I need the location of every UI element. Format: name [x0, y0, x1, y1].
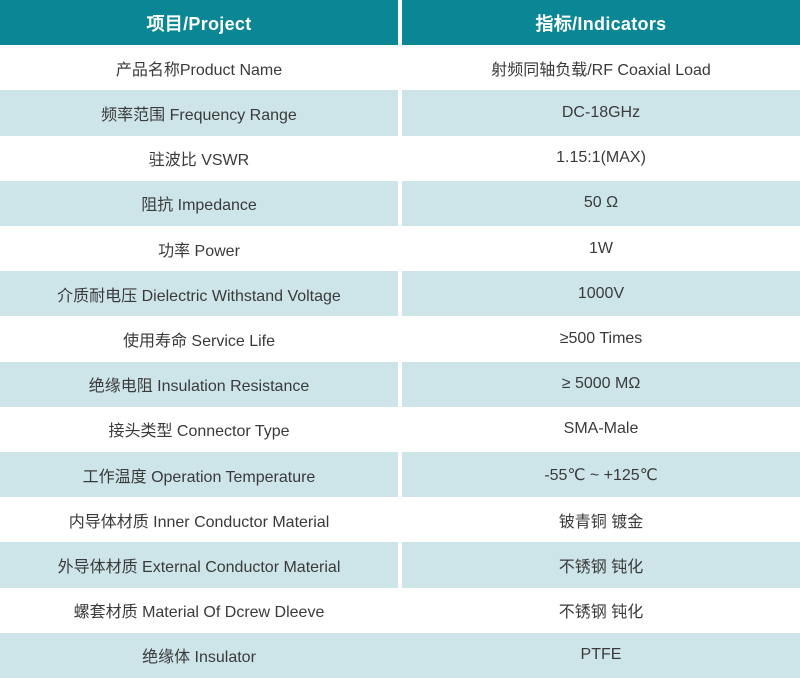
row-value: 1000V	[402, 271, 800, 317]
table-row-product-name: 产品名称Product Name 射频同轴负载/RF Coaxial Load	[0, 45, 800, 91]
row-label: 功率 Power	[0, 226, 398, 272]
row-label: 螺套材质 Material Of Dcrew Dleeve	[0, 587, 398, 633]
table-row-insulation-resistance: 绝缘电阻 Insulation Resistance ≥ 5000 MΩ	[0, 361, 800, 407]
header-cell-project: 项目/Project	[0, 0, 398, 46]
row-value: -55℃ ~ +125℃	[402, 452, 800, 498]
row-label: 外导体材质 External Conductor Material	[0, 542, 398, 588]
table-row-connector-type: 接头类型 Connector Type SMA-Male	[0, 406, 800, 452]
row-label: 使用寿命 Service Life	[0, 316, 398, 362]
row-value: 不锈钢 钝化	[402, 542, 800, 588]
row-value: ≥ 5000 MΩ	[402, 361, 800, 407]
row-label: 介质耐电压 Dielectric Withstand Voltage	[0, 271, 398, 317]
row-value: 1.15:1(MAX)	[402, 135, 800, 181]
row-value: 不锈钢 钝化	[402, 587, 800, 633]
row-value: 50 Ω	[402, 180, 800, 226]
table-row-service-life: 使用寿命 Service Life ≥500 Times	[0, 316, 800, 362]
row-value: DC-18GHz	[402, 90, 800, 136]
row-label: 工作温度 Operation Temperature	[0, 452, 398, 498]
row-label: 频率范围 Frequency Range	[0, 90, 398, 136]
table-row-inner-conductor-material: 内导体材质 Inner Conductor Material 铍青铜 镀金	[0, 497, 800, 543]
row-value: 铍青铜 镀金	[402, 497, 800, 543]
row-value: 1W	[402, 226, 800, 272]
row-value: SMA-Male	[402, 406, 800, 452]
row-label: 驻波比 VSWR	[0, 135, 398, 181]
row-label: 绝缘体 Insulator	[0, 632, 398, 678]
row-label: 阻抗 Impedance	[0, 180, 398, 226]
table-row-frequency-range: 频率范围 Frequency Range DC-18GHz	[0, 90, 800, 136]
table-row-external-conductor-material: 外导体材质 External Conductor Material 不锈钢 钝化	[0, 542, 800, 588]
table-row-operation-temperature: 工作温度 Operation Temperature -55℃ ~ +125℃	[0, 452, 800, 498]
row-value: PTFE	[402, 632, 800, 678]
table-header-row: 项目/Project 指标/Indicators	[0, 0, 800, 46]
row-value: ≥500 Times	[402, 316, 800, 362]
row-label: 内导体材质 Inner Conductor Material	[0, 497, 398, 543]
row-value: 射频同轴负载/RF Coaxial Load	[402, 45, 800, 91]
table-row-impedance: 阻抗 Impedance 50 Ω	[0, 180, 800, 226]
row-label: 绝缘电阻 Insulation Resistance	[0, 361, 398, 407]
table-row-power: 功率 Power 1W	[0, 226, 800, 272]
row-label: 接头类型 Connector Type	[0, 406, 398, 452]
table-row-screw-sleeve-material: 螺套材质 Material Of Dcrew Dleeve 不锈钢 钝化	[0, 587, 800, 633]
row-label: 产品名称Product Name	[0, 45, 398, 91]
table-row-vswr: 驻波比 VSWR 1.15:1(MAX)	[0, 135, 800, 181]
header-cell-indicators: 指标/Indicators	[402, 0, 800, 46]
table-row-dielectric-withstand-voltage: 介质耐电压 Dielectric Withstand Voltage 1000V	[0, 271, 800, 317]
table-row-insulator: 绝缘体 Insulator PTFE	[0, 632, 800, 678]
